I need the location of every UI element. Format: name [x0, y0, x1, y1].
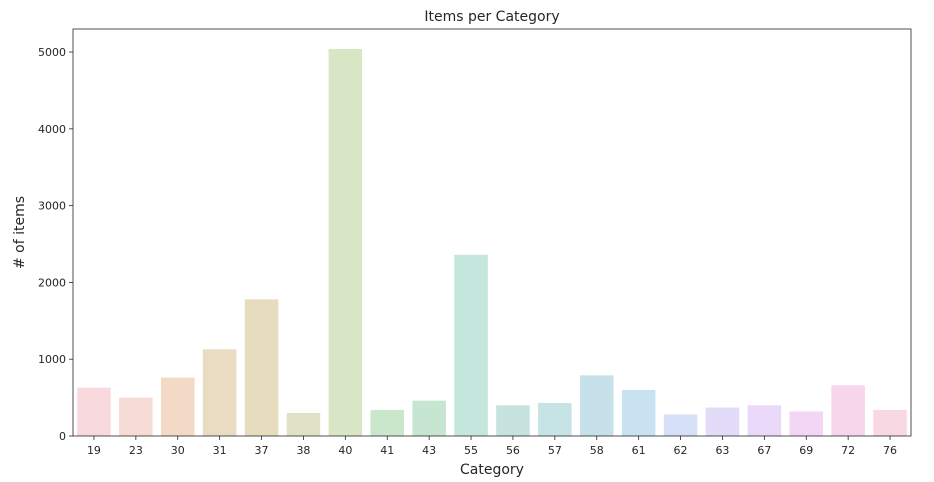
y-axis: 0 1000 2000 3000 4000 5000	[38, 46, 73, 443]
bar-30	[160, 377, 195, 436]
bar-76	[873, 409, 907, 436]
bar-62	[663, 414, 698, 436]
y-tick-label: 1000	[38, 353, 66, 366]
bars-group	[77, 48, 907, 436]
x-tick-label: 23	[129, 444, 143, 457]
bar-56	[496, 405, 530, 436]
y-tick-label: 0	[59, 430, 66, 443]
y-tick-label: 4000	[38, 123, 66, 136]
x-tick-label: 63	[715, 444, 729, 457]
bar-67	[747, 405, 782, 436]
bar-38	[286, 412, 321, 436]
bar-58	[579, 375, 614, 436]
x-tick-label: 40	[338, 444, 352, 457]
y-tick-label: 3000	[38, 200, 66, 213]
bar-57	[538, 402, 572, 436]
x-tick-label: 43	[422, 444, 436, 457]
bar-19	[77, 387, 111, 436]
bar-41	[370, 409, 405, 436]
x-tick-label: 56	[506, 444, 520, 457]
bar-40	[328, 48, 363, 436]
bar-61	[621, 389, 656, 436]
bar-43	[412, 400, 446, 436]
x-tick-label: 69	[799, 444, 813, 457]
bar-37	[244, 299, 279, 436]
bar-72	[831, 385, 865, 436]
x-tick-label: 19	[87, 444, 101, 457]
x-tick-label: 57	[548, 444, 562, 457]
x-tick-label: 41	[380, 444, 394, 457]
x-axis: 19 23 30 31 37 38 40 41 43 55 56 57 58 61 62 63 67 69 72 76	[87, 436, 897, 457]
x-tick-label: 61	[632, 444, 646, 457]
bar-63	[705, 407, 740, 436]
x-tick-label: 37	[255, 444, 269, 457]
x-tick-label: 31	[213, 444, 227, 457]
x-tick-label: 67	[757, 444, 771, 457]
bar-55	[454, 254, 488, 436]
y-axis-label: # of items	[12, 196, 28, 269]
y-tick-label: 5000	[38, 46, 66, 59]
plot-area-frame	[72, 28, 912, 437]
x-tick-label: 55	[464, 444, 478, 457]
bar-31	[202, 349, 237, 436]
x-tick-label: 30	[171, 444, 185, 457]
x-tick-label: 62	[674, 444, 688, 457]
x-tick-label: 58	[590, 444, 604, 457]
x-tick-label: 76	[883, 444, 897, 457]
x-axis-label: Category	[460, 462, 524, 478]
y-tick-label: 2000	[38, 276, 66, 289]
x-tick-label: 72	[841, 444, 855, 457]
chart-title: Items per Category	[424, 9, 559, 25]
x-tick-label: 38	[296, 444, 310, 457]
bar-23	[119, 397, 153, 436]
bar-69	[789, 411, 824, 436]
